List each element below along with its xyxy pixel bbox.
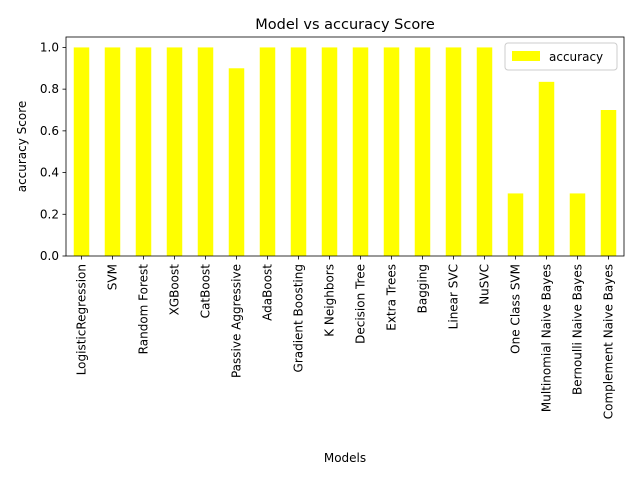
bar-passive-aggressive xyxy=(228,68,245,257)
x-tick-label: CatBoost xyxy=(199,264,213,319)
bar-xgboost xyxy=(166,47,183,256)
x-tick-label: Bagging xyxy=(416,264,430,313)
bar-k-neighbors xyxy=(321,47,338,256)
x-tick-label: LogisticRegression xyxy=(75,264,89,375)
x-tick-label: Passive Aggressive xyxy=(230,264,244,378)
x-tick-label: Gradient Boosting xyxy=(292,264,306,372)
y-axis-label: accuracy Score xyxy=(15,101,29,193)
bar-multinomial-naive-bayes xyxy=(538,81,555,256)
y-axis: 0.0 0.2 0.4 0.6 0.8 1.0 xyxy=(40,40,66,263)
x-tick-label: Linear SVC xyxy=(447,264,461,329)
legend-box xyxy=(504,42,618,71)
bar-logisticregression xyxy=(73,47,90,256)
x-tick-label: NuSVC xyxy=(478,264,492,305)
legend-entry-label: accuracy xyxy=(549,50,603,64)
x-tick-label: Decision Tree xyxy=(354,264,368,344)
bar-linear-svc xyxy=(445,47,462,256)
bar-decision-tree xyxy=(352,47,369,256)
bar-one-class-svm xyxy=(507,193,524,256)
bar-bernoulli-naive-bayes xyxy=(569,193,586,256)
x-tick-label: Random Forest xyxy=(137,264,151,355)
bar-complement-naive-bayes xyxy=(600,110,617,256)
y-tick-label: 0.6 xyxy=(40,124,59,138)
plot-frame xyxy=(65,36,625,257)
bar-adaboost xyxy=(259,47,276,256)
bar-random-forest xyxy=(135,47,152,256)
x-tick-label: Complement Naive Bayes xyxy=(602,264,616,419)
y-tick-label: 0.2 xyxy=(40,207,59,221)
x-axis: LogisticRegression SVM Random Forest XGBoos… xyxy=(75,256,616,419)
bar-catboost xyxy=(197,47,214,256)
y-tick-label: 0.8 xyxy=(40,82,59,96)
x-tick-label: AdaBoost xyxy=(261,264,275,321)
chart-title: Model vs accuracy Score xyxy=(255,17,435,33)
y-tick-label: 0.0 xyxy=(40,249,59,263)
bar-extra-trees xyxy=(383,47,400,256)
x-tick-label: Extra Trees xyxy=(385,264,399,331)
bar-gradient-boosting xyxy=(290,47,307,256)
legend-swatch xyxy=(512,51,540,61)
y-tick-label: 0.4 xyxy=(40,166,59,180)
bar-bagging xyxy=(414,47,431,256)
bar-svm xyxy=(104,47,121,256)
x-axis-label: Models xyxy=(324,451,366,465)
y-tick-label: 1.0 xyxy=(40,40,59,54)
legend: accuracy xyxy=(504,42,618,71)
x-tick-label: Bernoulli Naive Bayes xyxy=(571,264,585,395)
x-tick-label: XGBoost xyxy=(168,264,182,316)
x-tick-label: K Neighbors xyxy=(323,264,337,337)
bars-group xyxy=(73,47,617,257)
x-tick-label: One Class SVM xyxy=(509,264,523,354)
bar-nusvc xyxy=(476,47,493,256)
x-tick-label: SVM xyxy=(106,264,120,290)
x-tick-label: Multinomial Naive Bayes xyxy=(540,264,554,412)
